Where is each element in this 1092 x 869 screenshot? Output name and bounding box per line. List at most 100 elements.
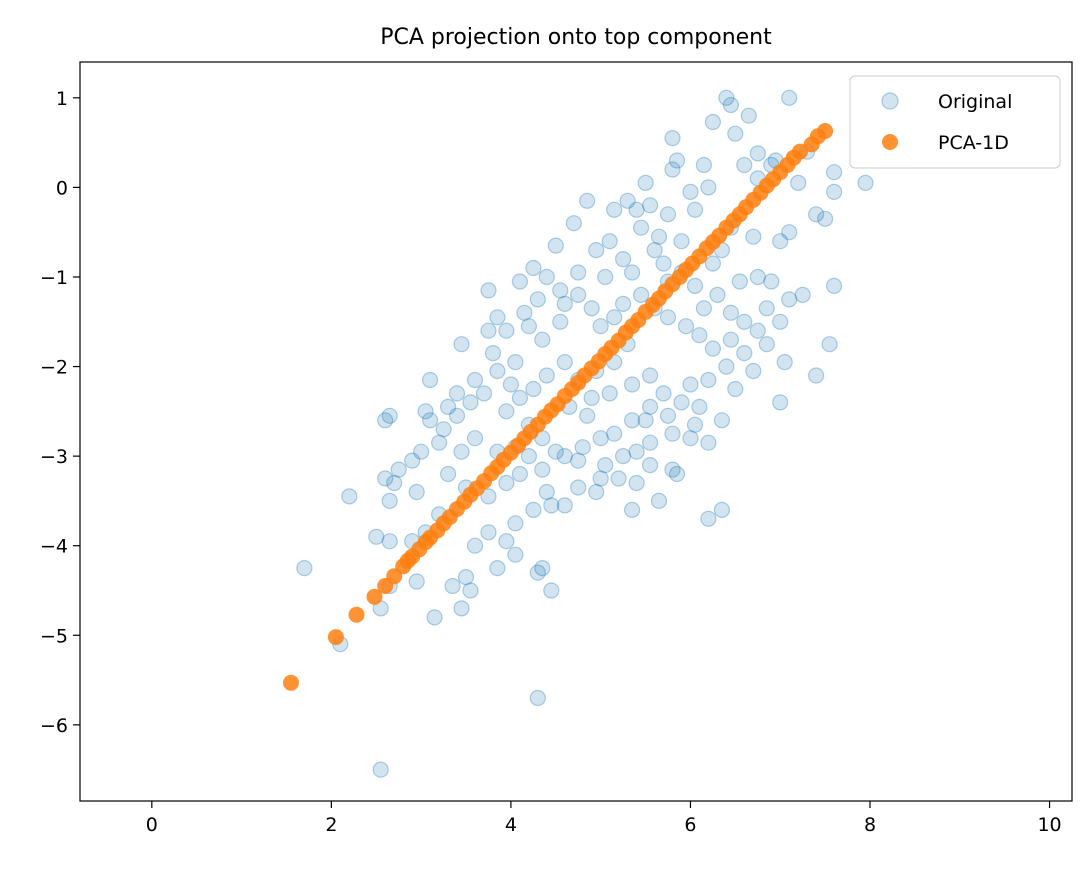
point-original — [381, 492, 398, 509]
point-original — [736, 313, 753, 330]
point-original — [381, 533, 398, 550]
point-original — [722, 96, 740, 114]
point-original — [435, 421, 452, 438]
point-original — [475, 385, 493, 402]
legend-label-original: Original — [938, 91, 1012, 113]
y-tick-label: −4 — [40, 536, 68, 558]
point-original — [682, 430, 699, 447]
x-tick-label: 10 — [1037, 814, 1061, 836]
point-original — [704, 113, 722, 131]
point-original — [641, 457, 659, 474]
point-original — [525, 259, 542, 277]
point-original — [713, 412, 731, 429]
point-original — [462, 582, 479, 599]
point-original — [606, 309, 623, 326]
point-pca-1d — [327, 629, 344, 646]
point-original — [543, 497, 560, 514]
point-original — [538, 367, 555, 384]
point-original — [511, 465, 529, 483]
point-original — [700, 179, 717, 196]
point-original — [749, 322, 766, 339]
point-original — [552, 282, 569, 299]
point-original — [520, 448, 538, 465]
point-original — [570, 264, 587, 281]
point-original — [498, 533, 515, 550]
point-original — [781, 89, 798, 106]
point-original — [659, 309, 677, 326]
point-original — [489, 559, 506, 577]
point-original — [691, 398, 708, 415]
point-original — [736, 156, 753, 174]
point-original — [556, 448, 573, 465]
point-original — [588, 483, 605, 501]
point-original — [507, 354, 524, 371]
point-original — [673, 233, 690, 250]
point-original — [583, 300, 600, 317]
y-tick-label: −5 — [40, 625, 68, 647]
point-original — [816, 210, 834, 227]
point-original — [520, 318, 538, 335]
point-original — [480, 488, 497, 505]
point-original — [570, 479, 587, 496]
point-original — [592, 430, 609, 447]
point-original — [794, 286, 811, 303]
point-original — [525, 380, 542, 398]
point-original — [601, 385, 618, 402]
point-original — [538, 268, 555, 286]
point-original — [641, 367, 659, 384]
point-original — [534, 559, 551, 577]
point-original — [529, 689, 546, 707]
point-pca-1d — [283, 674, 299, 691]
point-original — [444, 577, 461, 595]
point-original — [556, 354, 573, 371]
legend-label-pca-1d: PCA-1D — [938, 132, 1009, 154]
point-original — [511, 273, 529, 290]
point-original — [457, 568, 475, 586]
point-original — [628, 443, 645, 460]
point-original — [731, 273, 748, 290]
point-original — [781, 224, 798, 241]
point-original — [390, 461, 407, 478]
legend-marker-pca-1d — [882, 134, 898, 150]
point-original — [426, 609, 443, 626]
point-original — [453, 336, 470, 353]
point-original — [489, 309, 506, 326]
point-original — [718, 358, 735, 375]
x-tick-label: 6 — [684, 814, 696, 836]
point-original — [772, 394, 789, 411]
point-original — [709, 286, 726, 303]
point-original — [579, 192, 596, 209]
point-original — [574, 439, 591, 456]
point-original — [745, 228, 762, 245]
point-original — [700, 434, 717, 451]
point-original — [722, 304, 740, 321]
point-original — [489, 362, 506, 380]
point-original — [749, 268, 766, 286]
point-original — [659, 407, 677, 424]
point-original — [677, 318, 695, 335]
legend-marker-original — [881, 92, 899, 110]
point-original — [668, 152, 686, 169]
point-original — [682, 183, 699, 200]
point-original — [453, 600, 470, 617]
point-original — [543, 582, 560, 599]
point-original — [772, 233, 789, 250]
point-original — [745, 362, 762, 380]
point-original — [628, 201, 645, 218]
point-original — [570, 452, 587, 469]
point-original — [606, 425, 623, 442]
point-original — [408, 573, 425, 590]
point-original — [529, 291, 546, 308]
point-original — [534, 461, 551, 478]
point-original — [453, 443, 470, 460]
point-original — [650, 492, 668, 509]
point-pca-1d — [817, 123, 834, 139]
point-original — [462, 394, 479, 411]
point-original — [588, 242, 605, 259]
point-original — [377, 470, 394, 487]
point-original — [682, 376, 699, 393]
point-original — [422, 412, 439, 429]
point-original — [641, 398, 659, 415]
point-original — [466, 537, 484, 554]
point-original — [592, 470, 609, 487]
